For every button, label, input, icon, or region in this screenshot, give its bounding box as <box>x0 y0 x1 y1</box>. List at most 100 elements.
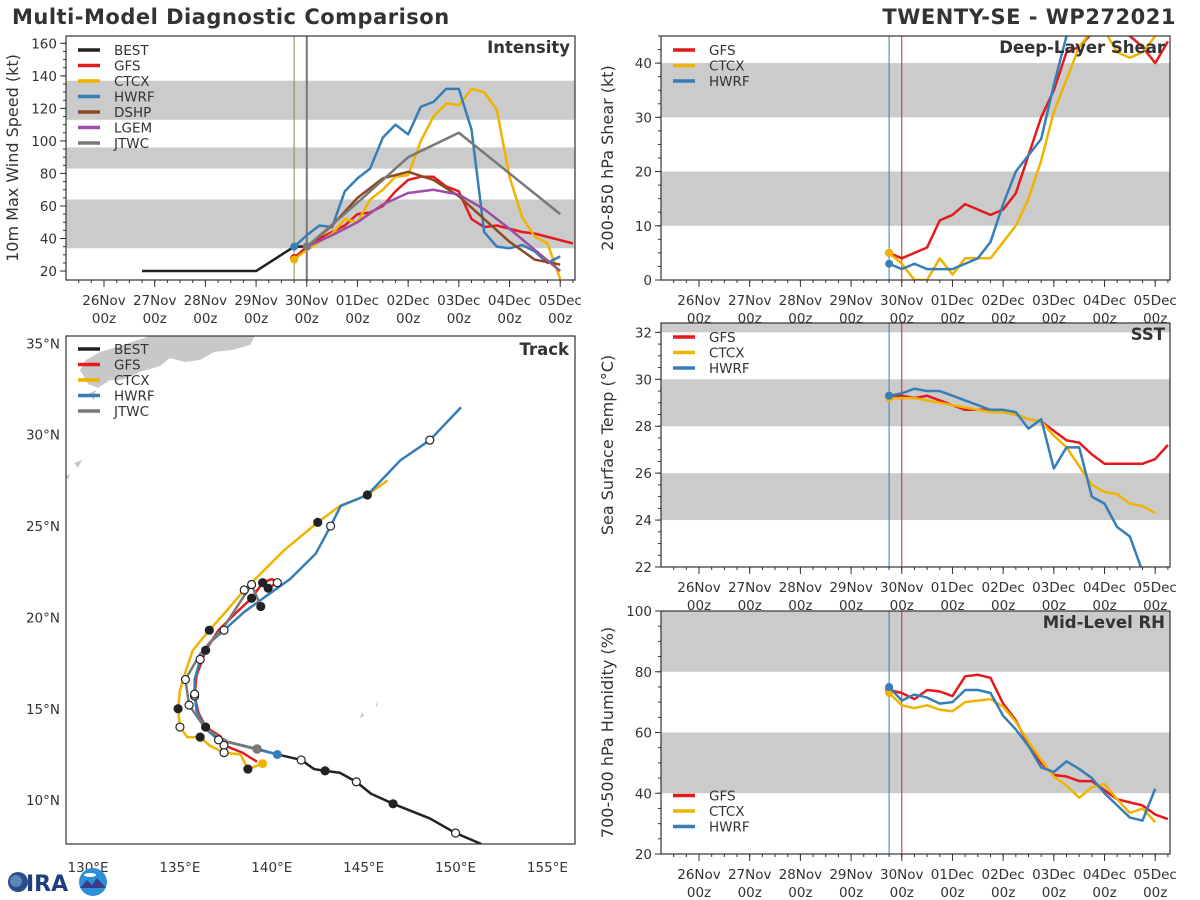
x-tick-label-date: 27Nov <box>728 867 772 883</box>
x-tick-label-hour: 00z <box>1042 598 1066 614</box>
threshold-band <box>661 611 1170 672</box>
x-tick-label-date: 30Nov <box>880 580 924 596</box>
panel-title: Deep-Layer Shear <box>999 38 1166 57</box>
legend-label-ctcx: CTCX <box>709 346 745 362</box>
sst-plot-area <box>661 323 1170 567</box>
track-position-marker <box>213 735 224 745</box>
x-tick-label-date: 26Nov <box>677 867 721 883</box>
x-tick-label-hour: 00z <box>1042 885 1066 900</box>
track-position-marker <box>201 645 211 655</box>
rh-frame <box>660 610 1171 855</box>
x-tick-label-hour: 00z <box>687 598 711 614</box>
panel-title: Intensity <box>487 38 570 57</box>
legend-label-gfs: GFS <box>709 330 736 346</box>
x-tick-label-date: 05Dec <box>1134 580 1177 596</box>
y-tick-label: 100 <box>626 604 652 620</box>
x-tick-label-hour: 00z <box>788 885 812 900</box>
series-line-ctcx <box>293 87 562 280</box>
x-tick-label-hour: 00z <box>940 885 964 900</box>
y-tick-label: 24 <box>635 513 652 529</box>
x-tick-label-hour: 00z <box>890 598 914 614</box>
track-map-area <box>66 336 482 844</box>
x-tick-label-hour: 00z <box>991 598 1015 614</box>
x-tick-label-date: 03Dec <box>437 293 480 309</box>
y-tick-label: 80 <box>635 665 652 681</box>
x-tick-label-hour: 00z <box>92 311 116 327</box>
x-tick-label-date: 28Nov <box>184 293 228 309</box>
x-tick-label-hour: 00z <box>447 311 471 327</box>
storm-id-title: TWENTY-SE - WP272021 <box>882 5 1176 29</box>
track-position-marker <box>246 579 257 590</box>
x-tick-label-hour: 00z <box>788 598 812 614</box>
track-position-marker <box>204 625 214 635</box>
threshold-band <box>661 732 1170 794</box>
threshold-band <box>661 323 1170 333</box>
threshold-band <box>661 171 1170 226</box>
x-tick-label-hour: 00z <box>1092 885 1116 900</box>
series-line-hwrf <box>888 36 1069 271</box>
cira-rammb-logo: IRA <box>8 868 107 897</box>
x-tick-label-hour: 00z <box>687 885 711 900</box>
track-position-marker <box>180 674 191 685</box>
x-tick-label-date: 02Dec <box>386 293 429 309</box>
legend-label-jtwc: JTWC <box>113 404 149 420</box>
series-line-hwrf <box>888 686 1157 822</box>
sst-frame <box>660 322 1171 568</box>
x-tick-label-date: 03Dec <box>1032 867 1075 883</box>
series-line-best <box>142 245 307 273</box>
x-tick-label-date: 02Dec <box>981 867 1024 883</box>
initial-point-hwrf <box>290 242 299 251</box>
series-line-dshp <box>305 170 561 266</box>
x-tick-label-date: 26Nov <box>677 580 721 596</box>
y-tick-label: 32 <box>635 325 652 341</box>
x-tick-label-date: 04Dec <box>1083 580 1126 596</box>
legend-label-gfs: GFS <box>114 358 141 374</box>
legend-label-hwrf: HWRF <box>709 361 750 377</box>
x-tick-label-date: 02Dec <box>981 580 1024 596</box>
intensity-frame <box>65 35 576 281</box>
x-tick-label-date: 03Dec <box>1032 580 1075 596</box>
x-tick-label-date: 28Nov <box>779 580 823 596</box>
threshold-band <box>66 147 575 169</box>
legend-label-gfs: GFS <box>709 789 736 805</box>
y-axis-label: 200-850 hPa Shear (kt) <box>598 65 617 251</box>
legend-label-ctcx: CTCX <box>709 59 745 75</box>
legend-label-best: BEST <box>114 43 149 59</box>
track-line-ctcx <box>176 479 389 771</box>
initial-point-jtwc <box>252 744 262 754</box>
track-position-marker <box>243 764 253 774</box>
x-tick-label-date: 05Dec <box>1134 293 1177 309</box>
track-position-marker <box>313 517 323 527</box>
track-position-marker <box>272 578 282 588</box>
initial-point-ctcx <box>290 255 299 264</box>
legend-label-ctcx: CTCX <box>114 373 150 389</box>
figure-title: Multi-Model Diagnostic Comparison <box>12 5 450 29</box>
track-position-marker <box>258 578 268 588</box>
y-axis-label: Sea Surface Temp (°C) <box>598 355 617 535</box>
lon-tick-label: 145°E <box>343 860 384 876</box>
initial-point-hwrf <box>885 259 894 268</box>
legend-label-ctcx: CTCX <box>709 804 745 820</box>
x-tick-label-hour: 00z <box>396 311 420 327</box>
x-tick-label-hour: 00z <box>345 311 369 327</box>
track-line-best <box>256 747 482 844</box>
lat-tick-label: 10°N <box>26 793 60 809</box>
legend-label-hwrf: HWRF <box>114 389 155 405</box>
x-tick-label-date: 05Dec <box>1134 867 1177 883</box>
y-axis-label: 10m Max Wind Speed (kt) <box>3 54 22 262</box>
x-tick-label-hour: 00z <box>244 311 268 327</box>
track-position-marker <box>450 828 461 838</box>
x-tick-label-date: 30Nov <box>285 293 329 309</box>
x-tick-label-hour: 00z <box>143 311 167 327</box>
track-position-marker <box>326 521 336 531</box>
panel-title: Mid-Level RH <box>1043 613 1165 632</box>
intensity-plot-area <box>66 36 575 280</box>
initial-point-jtwc <box>302 242 311 251</box>
y-tick-label: 80 <box>40 166 57 182</box>
track-position-marker <box>184 700 194 710</box>
initial-point-ctcx <box>258 759 268 769</box>
initial-point-hwrf <box>885 391 894 400</box>
lon-tick-label: 140°E <box>251 860 292 876</box>
y-tick-label: 140 <box>31 69 57 85</box>
track-position-marker <box>190 689 200 699</box>
